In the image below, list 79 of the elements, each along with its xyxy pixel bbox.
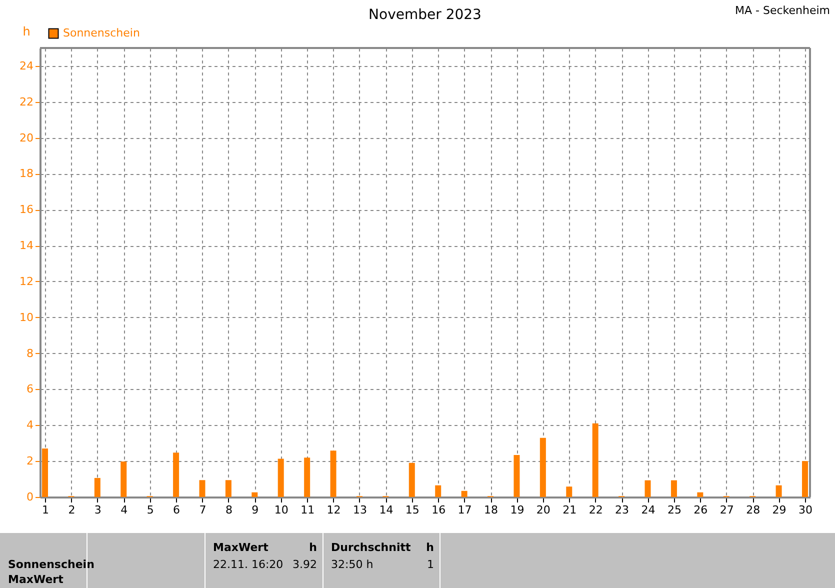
x-tick-label: 27	[720, 504, 734, 516]
x-tick-label: 29	[772, 504, 786, 516]
x-tick-label: 5	[146, 504, 154, 516]
x-tick-label: 21	[562, 504, 577, 516]
text: Durchschnitt	[331, 541, 411, 554]
x-tick-label: 13	[352, 504, 367, 516]
bar	[435, 485, 442, 497]
text: h	[426, 541, 434, 554]
x-tick-label: 2	[68, 504, 76, 516]
chart-title: November 2023	[368, 7, 482, 23]
y-tick-label: 2	[26, 454, 34, 468]
x-tick-label: 4	[120, 504, 128, 516]
y-tick-label: 10	[20, 310, 34, 324]
legend-label: Sonnenschein	[63, 26, 140, 40]
x-tick-label: 16	[432, 504, 446, 516]
bar	[94, 478, 100, 497]
y-tick-label: 22	[20, 95, 34, 108]
y-tick-label: 20	[20, 131, 34, 144]
x-tick-label: 23	[615, 504, 630, 516]
text: 32:50 h	[331, 558, 374, 571]
y-tick-label: 24	[20, 59, 34, 72]
x-tick-label: 22	[588, 504, 603, 516]
text: h	[309, 541, 317, 554]
bar	[592, 423, 598, 497]
x-tick-label: 1	[42, 504, 49, 516]
bar	[461, 490, 468, 497]
x-tick-label: 20	[536, 504, 550, 516]
y-tick-label: 4	[26, 418, 34, 432]
x-tick-label: 6	[173, 504, 180, 516]
text: MaxWert	[213, 541, 268, 554]
x-tick-label: 17	[458, 504, 472, 516]
bar	[330, 450, 336, 497]
text: Sonnenschein	[8, 558, 94, 571]
bar	[644, 480, 651, 497]
x-tick-label: 9	[252, 504, 259, 516]
text: 3.92	[292, 558, 317, 571]
chart-subtitle: MA - Seckenheim	[734, 4, 830, 17]
x-tick-label: 25	[667, 504, 682, 516]
x-tick-label: 26	[694, 504, 708, 516]
bar	[408, 462, 415, 497]
x-tick-label: 14	[379, 504, 394, 516]
bar	[670, 480, 677, 497]
y-tick-label: 18	[20, 167, 34, 180]
bar	[42, 448, 48, 497]
bar	[252, 492, 258, 497]
y-tick-label: 8	[26, 346, 34, 360]
y-axis-title: h	[22, 24, 30, 38]
bar	[566, 486, 572, 497]
y-tick-label: 0	[26, 490, 34, 504]
bar	[199, 480, 206, 497]
bar	[278, 458, 284, 497]
x-tick-label: 18	[484, 504, 498, 516]
bar	[697, 492, 704, 497]
text: 1	[427, 558, 434, 571]
x-tick-label: 11	[300, 504, 315, 516]
text: 22.11. 16:20	[213, 558, 284, 571]
x-tick-label: 8	[225, 504, 232, 516]
x-tick-label: 28	[746, 504, 760, 516]
bar	[802, 461, 808, 497]
bar	[514, 454, 520, 497]
x-tick-label: 12	[326, 504, 341, 516]
x-tick-label: 3	[94, 504, 102, 516]
text: MaxWert	[8, 573, 64, 586]
bar	[120, 461, 127, 497]
y-tick-label: 12	[20, 274, 34, 288]
y-tick-label: 14	[20, 239, 34, 252]
x-tick-label: 19	[510, 504, 524, 516]
y-tick-label: 6	[26, 382, 34, 396]
bar	[173, 452, 180, 497]
x-tick-label: 15	[405, 504, 420, 516]
x-tick-label: 30	[798, 504, 812, 516]
bar	[304, 458, 310, 497]
y-tick-label: 16	[20, 203, 34, 216]
x-tick-label: 24	[641, 504, 656, 516]
x-tick-label: 7	[199, 504, 206, 516]
x-tick-label: 10	[274, 504, 288, 516]
bar	[540, 438, 546, 497]
bar	[225, 480, 232, 497]
bar	[776, 485, 782, 497]
